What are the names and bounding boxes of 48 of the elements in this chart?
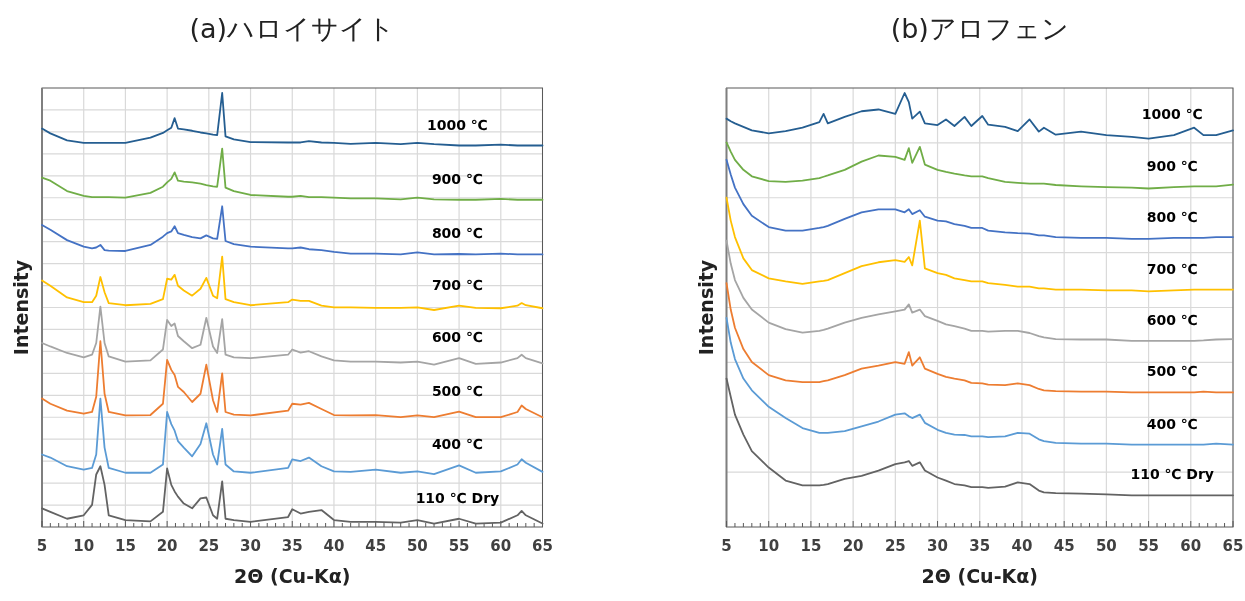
x-axis-title: 2Θ (Cu-Kα) [921,565,1038,587]
series-label: 110 ℃ Dry [1130,466,1215,483]
y-axis-title: Intensity [10,259,32,356]
x-axis-title: 2Θ (Cu-Kα) [234,565,351,587]
series-label: 800 ℃ [1146,208,1198,225]
series-label: 700 ℃ [431,276,483,293]
x-tick-label: 50 [1095,537,1117,555]
series-label: 600 ℃ [431,329,483,346]
series-label: 500 ℃ [431,382,483,399]
x-tick-label: 5 [721,537,732,555]
x-tick-label: 25 [198,537,220,555]
series-label: 900 ℃ [1146,158,1198,175]
x-tick-label: 45 [1053,537,1075,555]
x-tick-label: 20 [156,537,178,555]
x-tick-label: 25 [884,537,906,555]
y-axis-title: Intensity [694,259,717,356]
x-tick-label: 40 [323,537,345,555]
x-tick-label: 15 [114,537,136,555]
x-tick-label: 50 [406,537,428,555]
x-tick-label: 20 [842,537,864,555]
x-tick-label: 45 [365,537,387,555]
series-label: 500 ℃ [1146,363,1198,380]
series-label: 400 ℃ [1146,415,1198,432]
x-tick-label: 35 [969,537,991,555]
x-tick-label: 65 [1222,537,1244,555]
chart-title: (b)アロフェン [890,13,1069,44]
series-label: 600 ℃ [1146,311,1198,328]
x-tick-label: 30 [240,537,261,555]
x-tick-label: 15 [800,537,822,555]
x-tick-label: 55 [1138,537,1160,555]
series-label: 700 ℃ [1146,261,1198,278]
series-label: 900 ℃ [431,170,483,187]
series-label: 110 ℃ Dry [415,489,500,506]
x-tick-label: 60 [490,537,512,555]
x-tick-label: 30 [927,537,948,555]
x-tick-label: 40 [1011,537,1033,555]
series-label: 400 ℃ [431,436,483,453]
x-tick-label: 10 [758,537,780,555]
x-tick-label: 60 [1180,537,1202,555]
x-tick-label: 65 [532,537,553,555]
x-tick-label: 5 [36,537,48,555]
x-tick-label: 35 [281,537,303,555]
series-label: 1000 ℃ [427,116,488,133]
chart-title: (a)ハロイサイト [189,13,396,44]
x-tick-label: 10 [73,537,95,555]
x-tick-label: 55 [448,537,470,555]
series-label: 1000 ℃ [1141,106,1203,123]
series-label: 800 ℃ [431,225,483,242]
